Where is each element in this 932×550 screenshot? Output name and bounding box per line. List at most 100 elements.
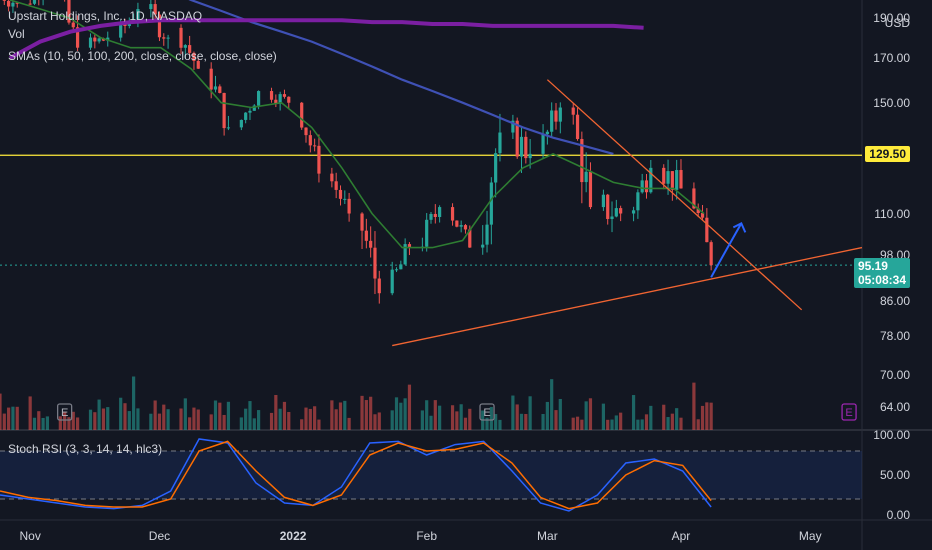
- volume-bar: [610, 419, 614, 430]
- sma-line: [9, 0, 705, 249]
- candle-body: [2, 0, 6, 1]
- candle-body: [369, 240, 373, 248]
- candle-body: [666, 171, 670, 184]
- candle-body: [269, 91, 274, 100]
- volume-bar: [252, 418, 256, 430]
- candle-body: [313, 145, 317, 147]
- volume-bar: [45, 416, 50, 430]
- volume-bar: [515, 404, 519, 430]
- currency-label: USD: [884, 16, 910, 30]
- candle-body: [226, 127, 231, 129]
- volume-bar: [317, 419, 321, 430]
- candle-body: [394, 269, 399, 271]
- volume-bar: [369, 396, 373, 430]
- candle-body: [696, 208, 700, 214]
- volume-bar: [541, 413, 545, 430]
- volume-bar: [127, 411, 131, 430]
- candle-body: [705, 217, 709, 243]
- price-tick-label: 78.00: [879, 329, 910, 344]
- stoch-tick-label: 0.00: [886, 508, 910, 522]
- volume-bar: [75, 417, 80, 430]
- volume-bar: [2, 413, 6, 430]
- volume-bar: [588, 398, 593, 430]
- volume-bar: [614, 415, 618, 430]
- candle-body: [101, 38, 106, 41]
- candle-body: [308, 135, 312, 146]
- candle-body: [364, 230, 368, 241]
- candle-body: [588, 171, 593, 208]
- candle-body: [274, 99, 278, 104]
- candle-body: [692, 188, 696, 209]
- projection-arrow: [710, 222, 743, 278]
- earnings-marker: [57, 403, 73, 421]
- candle-body: [300, 102, 304, 128]
- time-tick-label: May: [798, 529, 822, 543]
- candle-body: [97, 38, 101, 42]
- candle-body: [7, 0, 11, 7]
- candle-body: [610, 216, 614, 219]
- candle-body: [636, 192, 640, 211]
- volume-bar: [524, 413, 528, 430]
- volume-bar: [153, 400, 157, 430]
- volume-bar: [649, 405, 653, 430]
- candle-body: [541, 134, 545, 154]
- volume-bar: [58, 416, 62, 430]
- volume-bar: [438, 405, 442, 430]
- candle-body: [183, 45, 187, 48]
- volume-bar: [41, 417, 45, 430]
- volume-bar: [377, 412, 381, 430]
- volume-bar: [304, 407, 308, 430]
- candle-body: [558, 107, 562, 122]
- candle-body: [550, 110, 554, 132]
- earnings-marker-label: E: [61, 407, 68, 419]
- candle-body: [519, 136, 524, 157]
- volume-bar: [196, 409, 200, 430]
- candle-body: [403, 244, 407, 265]
- volume-bar: [670, 413, 674, 430]
- candle-body: [494, 153, 498, 183]
- volume-bar: [407, 384, 412, 430]
- candle-body: [455, 220, 459, 227]
- candle-body: [709, 242, 713, 266]
- candle-body: [239, 119, 243, 128]
- volume-legend: Vol: [8, 27, 25, 41]
- volume-bar: [101, 408, 106, 430]
- candle-body: [662, 167, 666, 184]
- candle-body: [619, 208, 623, 214]
- candle-body: [343, 198, 347, 200]
- candle-body: [390, 269, 394, 294]
- candle-body: [32, 0, 37, 4]
- candle-body: [584, 171, 588, 183]
- candle-body: [71, 22, 75, 28]
- volume-bar: [511, 395, 515, 430]
- candle-body: [334, 181, 338, 190]
- price-tick-label: 190.00: [873, 11, 910, 26]
- candle-body: [700, 213, 705, 218]
- volume-bar: [545, 401, 549, 430]
- volume-bar: [338, 402, 343, 430]
- volume-bar: [63, 411, 67, 430]
- stoch-band-fill: [0, 451, 862, 499]
- candle-body: [166, 37, 170, 39]
- volume-bar: [88, 409, 93, 430]
- candle-body: [528, 153, 532, 159]
- stoch-line: [0, 440, 712, 510]
- stoch-tick-label: 50.00: [879, 468, 910, 482]
- volume-bar: [666, 417, 670, 430]
- volume-bar: [97, 399, 101, 430]
- volume-bar: [675, 408, 679, 430]
- volume-bar: [274, 394, 278, 430]
- volume-bar: [360, 395, 364, 430]
- candle-body: [640, 180, 644, 193]
- volume-bar: [149, 413, 153, 430]
- candle-body: [11, 2, 15, 7]
- candle-body: [106, 37, 110, 41]
- candle-body: [330, 173, 334, 182]
- volume-bar: [450, 405, 455, 430]
- candle-body: [575, 114, 580, 139]
- candle-body: [153, 4, 157, 15]
- earnings-marker-label: E: [845, 407, 852, 419]
- candle-body: [347, 198, 351, 214]
- volume-bar: [528, 396, 532, 430]
